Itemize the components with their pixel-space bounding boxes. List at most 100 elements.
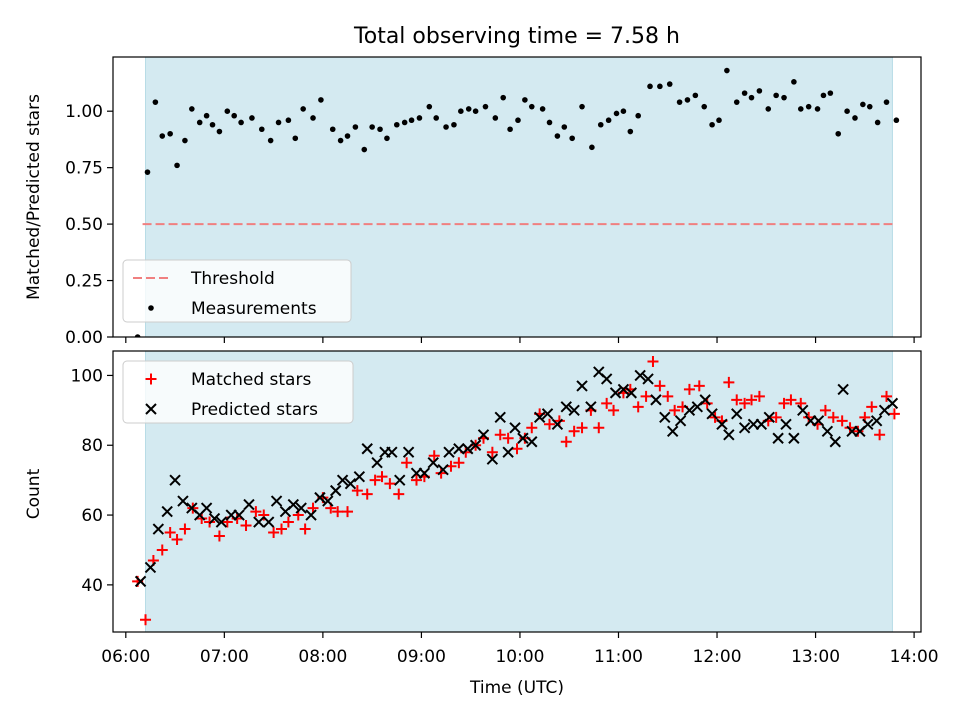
y-tick-label: 0.25 (65, 272, 103, 292)
matched-stars-point (803, 411, 815, 423)
plot-area (134, 67, 900, 337)
measurement-point (515, 117, 521, 124)
predicted-stars-point (418, 467, 431, 479)
predicted-stars-point (780, 418, 792, 431)
predicted-stars-point (862, 418, 874, 431)
predicted-stars-point (233, 509, 245, 521)
matched-stars-point (410, 474, 422, 486)
legend-label: Predicted stars (191, 400, 318, 420)
measurement-point (797, 106, 804, 112)
matched-stars-point (753, 390, 765, 402)
matched-stars-point (654, 380, 666, 392)
predicted-stars-point (723, 429, 735, 441)
x-tick-label: 14:00 (890, 647, 939, 667)
y-tick-label: 0.00 (65, 328, 103, 348)
matched-stars-point (282, 516, 294, 528)
y-axis-label-bottom: Count (24, 468, 44, 519)
panel-bottom: 40 60 80 100 06:00 07:00 08:00 09:00 10:00 11:00 1… (71, 350, 939, 667)
predicted-stars-point (215, 516, 228, 528)
matched-stars-point (739, 397, 751, 409)
measurement-point (781, 94, 787, 101)
measurement-point (292, 135, 299, 142)
predicted-stars-point (706, 408, 718, 420)
measurement-point (620, 108, 627, 114)
predicted-stars-point (469, 439, 482, 451)
legend-box (122, 360, 354, 424)
matched-stars-point (888, 408, 900, 420)
matched-stars-point (275, 523, 287, 535)
matched-stars-point (453, 457, 465, 469)
predicted-stars-point (243, 498, 255, 511)
measurement-point (401, 119, 408, 126)
matched-stars-point (640, 390, 652, 402)
measurement-point (167, 130, 173, 137)
measurement-point (144, 169, 151, 175)
measurement-point (458, 108, 464, 114)
matched-stars-point (731, 394, 743, 406)
matched-stars-point (401, 457, 413, 469)
measurement-point (716, 117, 722, 124)
measurement-point (883, 99, 890, 105)
measurement-point (182, 137, 188, 144)
predicted-stars-point (642, 373, 654, 385)
matched-stars-point (632, 401, 644, 413)
legend-measurements-swatch (148, 305, 154, 311)
measurement-point (666, 81, 673, 87)
x-tick-label: 07:00 (200, 647, 249, 667)
predicted-stars-point (361, 443, 373, 455)
measurement-point (635, 112, 641, 119)
matched-stars-point (544, 418, 556, 430)
measurement-point (492, 115, 499, 121)
x-tick-label: 08:00 (298, 647, 347, 667)
measurement-point (866, 103, 873, 110)
measurement-point (539, 106, 546, 112)
matched-stars-point (746, 394, 758, 406)
measurement-point (337, 137, 344, 144)
matched-stars-point (428, 450, 440, 462)
measurement-point (472, 108, 479, 114)
matched-stars-point (827, 411, 839, 423)
measurement-point (344, 133, 351, 139)
predicted-stars-point (886, 397, 899, 410)
measurement-point (393, 121, 400, 128)
measurement-point (827, 90, 834, 96)
axes-frame (112, 56, 922, 338)
measurement-point (369, 124, 375, 130)
predicted-stars-point (402, 446, 415, 458)
measurement-point (627, 128, 634, 135)
y-tick-label: 0.50 (65, 215, 103, 235)
predicted-stars-point (287, 498, 300, 511)
matched-stars-point (393, 488, 405, 500)
predicted-stars-point (477, 429, 490, 441)
matched-stars-point (486, 446, 498, 458)
measurement-point (844, 108, 850, 114)
matched-stars-point (593, 422, 605, 434)
predicted-stars-point (144, 561, 157, 574)
matched-stars-point (156, 544, 168, 556)
matched-stars-point (196, 513, 208, 525)
predicted-stars-point (533, 411, 546, 424)
matched-stars-point (844, 422, 856, 434)
predicted-stars-point (371, 456, 383, 469)
measurement-point (443, 124, 449, 130)
predicted-stars-point (821, 425, 834, 437)
measurement-point (741, 90, 748, 96)
x-axis-label: Time (UTC) (469, 678, 564, 698)
matched-stars-point (881, 390, 893, 402)
measurement-point (554, 133, 561, 139)
matched-stars-point (376, 471, 388, 483)
predicted-stars-point (305, 509, 317, 521)
measurement-point (203, 112, 210, 119)
predicted-stars-point (738, 422, 751, 434)
measurement-point (692, 92, 699, 99)
measurement-point (310, 115, 316, 121)
measurement-point (589, 144, 595, 151)
matched-stars-point (511, 443, 523, 455)
predicted-stars-point (600, 373, 613, 385)
predicted-stars-point (152, 523, 165, 535)
predicted-stars-point (699, 394, 711, 406)
measurement-point (522, 97, 528, 103)
predicted-stars-point (731, 408, 743, 420)
y-tick-label: 1.00 (65, 102, 103, 122)
